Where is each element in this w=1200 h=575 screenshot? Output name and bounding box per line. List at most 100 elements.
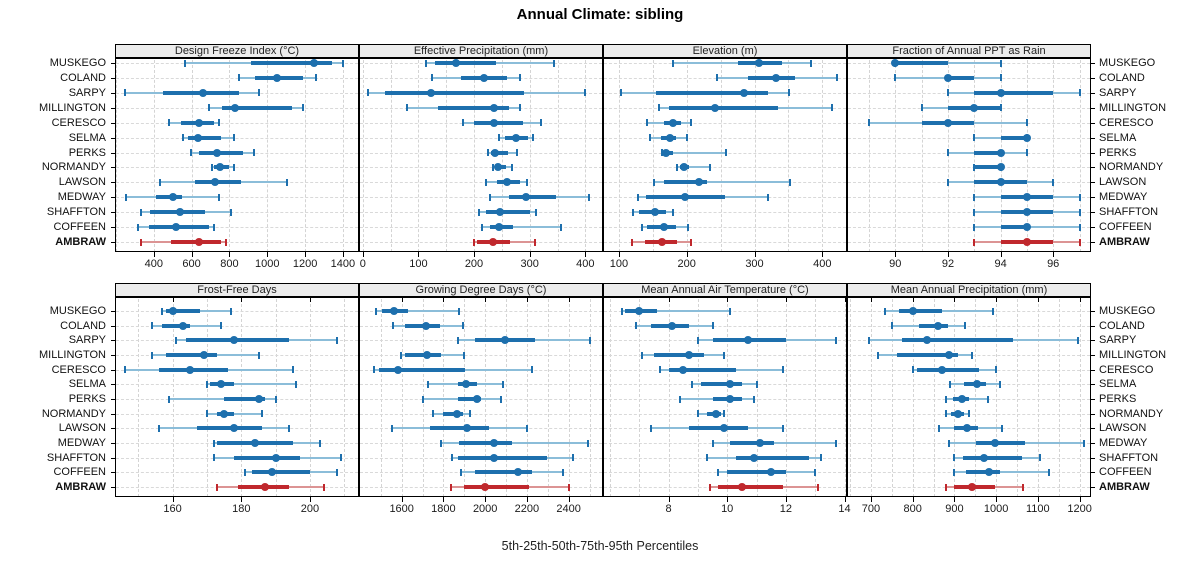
row-gridline <box>604 182 846 184</box>
site-label: MILLINGTON <box>1099 349 1167 361</box>
whisker-row <box>604 298 846 496</box>
panel-plot <box>115 297 359 497</box>
whisker-row <box>604 59 846 251</box>
grid-line-vertical <box>526 299 528 496</box>
axis-tick <box>754 252 756 257</box>
grid-line-vertical <box>639 299 641 496</box>
row-gridline <box>848 242 1090 243</box>
panel-top-tick <box>785 298 787 302</box>
site-axis-tick <box>111 443 115 444</box>
axis-tick-label: 300 <box>520 258 539 270</box>
site-label: LAWSON <box>1099 176 1147 189</box>
axis-tick <box>474 252 475 257</box>
row-gridline <box>848 355 1090 356</box>
site-axis-tick <box>111 63 115 64</box>
whisker-row <box>604 59 846 251</box>
axis-tick <box>267 252 269 257</box>
axis-tick-label: 0 <box>359 258 366 270</box>
whisker-row <box>604 298 846 496</box>
site-label: COFFEEN <box>53 221 106 234</box>
axis-tick <box>241 497 243 502</box>
whisker-row <box>360 59 602 251</box>
panel-plot <box>115 58 359 252</box>
site-axis-tick <box>111 107 115 109</box>
row-gridline <box>604 413 846 415</box>
row-gridline <box>604 472 846 474</box>
whisker-row <box>360 298 602 496</box>
whisker-row <box>116 298 358 496</box>
whisker-row <box>116 298 358 496</box>
row-gridline <box>360 107 602 109</box>
row-gridline <box>848 212 1090 214</box>
whisker-row <box>116 59 358 251</box>
panel-plot <box>847 58 1091 252</box>
row-gridline <box>116 182 358 184</box>
row-gridline <box>604 212 846 214</box>
whisker-row <box>604 59 846 251</box>
grid-line-vertical <box>727 299 729 496</box>
axis-tick-label: 700 <box>861 503 881 515</box>
site-axis-tick <box>1091 472 1095 474</box>
row-gridline <box>848 472 1090 474</box>
panel-top-tick <box>996 298 998 302</box>
row-gridline <box>604 77 846 79</box>
strip-title: Frost-Free Days <box>197 284 277 296</box>
grid-line-vertical <box>138 299 140 496</box>
site-label: SHAFFTON <box>46 206 106 219</box>
grid-line-vertical <box>474 60 475 251</box>
panel-strip: Frost-Free Days <box>115 283 359 297</box>
axis-tick-label: 2200 <box>514 503 540 515</box>
panel-plot <box>359 58 603 252</box>
grid-line-vertical <box>720 60 722 251</box>
whisker-row <box>116 59 358 251</box>
panel-top-tick <box>1079 298 1081 302</box>
row-gridline <box>848 340 1090 342</box>
site-label: SARPY <box>68 334 106 347</box>
site-label: COFFEEN <box>53 466 106 479</box>
strip-title: Mean Annual Precipitation (mm) <box>890 284 1048 296</box>
grid-line-vertical <box>529 60 531 251</box>
site-label: MILLINGTON <box>38 349 106 361</box>
whisker-row <box>604 298 846 496</box>
grid-line-vertical <box>609 299 611 496</box>
site-label: SELMA <box>68 378 106 391</box>
axis-tick-label: 160 <box>163 503 182 515</box>
site-label: SARPY <box>1099 334 1137 347</box>
axis-tick-label: 2400 <box>556 503 581 515</box>
panel-strip: Growing Degree Days (°C) <box>359 283 603 297</box>
whisker-row <box>360 59 602 251</box>
grid-line-vertical <box>446 60 448 251</box>
panel-top-tick <box>241 298 243 302</box>
row-gridline <box>116 487 358 488</box>
whisker-row <box>360 59 602 251</box>
whisker-row <box>360 298 602 496</box>
panel-top-tick <box>954 298 956 302</box>
panel-plot <box>359 297 603 497</box>
axis-tick <box>1079 497 1081 502</box>
site-label: CERESCO <box>51 116 106 129</box>
grid-line-vertical <box>921 60 923 251</box>
axis-tick <box>686 252 688 257</box>
site-label: SARPY <box>68 86 106 99</box>
row-gridline <box>848 428 1090 430</box>
grid-line-vertical <box>116 60 117 251</box>
panel-top-tick <box>668 298 670 302</box>
grid-line-vertical <box>547 299 549 496</box>
site-axis-tick <box>111 428 115 430</box>
site-axis-tick <box>1091 369 1095 371</box>
axis-tick-label: 200 <box>300 503 320 515</box>
row-gridline <box>604 369 846 371</box>
grid-line-vertical <box>501 60 503 251</box>
row-gridline <box>360 457 602 459</box>
grid-line-vertical <box>869 60 870 251</box>
site-label: NORMANDY <box>41 161 106 174</box>
axis-tick <box>954 497 956 502</box>
axis-tick <box>229 252 231 257</box>
grid-line-vertical <box>754 60 756 251</box>
axis-tick <box>1000 252 1002 257</box>
whisker-row <box>116 298 358 496</box>
row-gridline <box>604 340 846 342</box>
whisker-row <box>116 59 358 251</box>
grid-line-vertical <box>422 299 424 496</box>
grid-line-vertical <box>267 60 269 251</box>
